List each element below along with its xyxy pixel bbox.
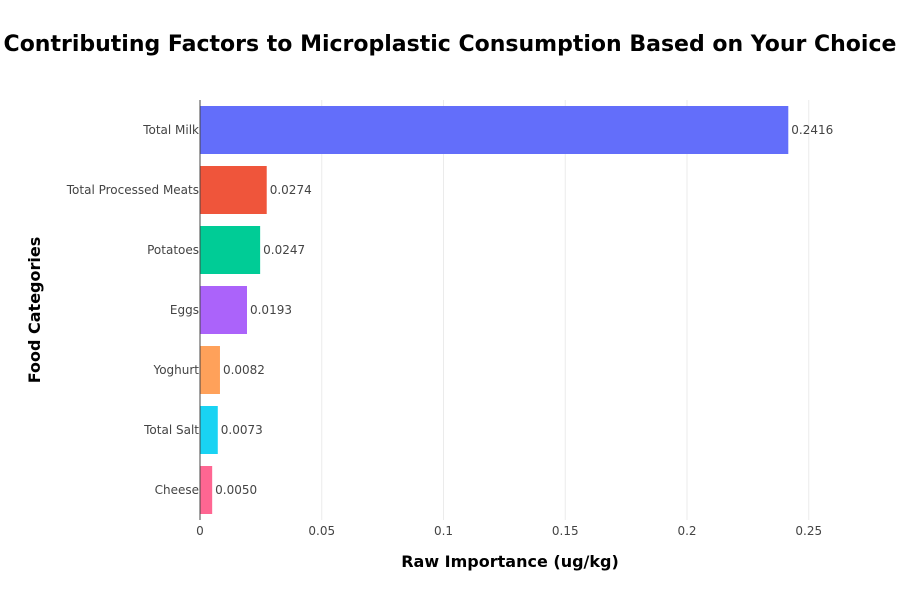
- data-labels: 0.2416 0.0274 0.0247 0.0193 0.0082 0.0073 0.00…: [215, 123, 833, 497]
- bar-value-label: 0.0050: [215, 483, 257, 497]
- x-tick-label: 0.15: [552, 524, 579, 538]
- category-label: Yoghurt: [152, 363, 199, 377]
- bar-value-label: 0.0082: [223, 363, 265, 377]
- bar: [200, 166, 267, 214]
- bar: [200, 346, 220, 394]
- x-tick-label: 0.2: [677, 524, 696, 538]
- category-label: Total Processed Meats: [66, 183, 199, 197]
- x-tick-label: 0.1: [434, 524, 453, 538]
- category-label: Potatoes: [147, 243, 199, 257]
- category-label: Total Milk: [142, 123, 199, 137]
- bar-value-label: 0.2416: [791, 123, 833, 137]
- y-axis-title: Food Categories: [25, 237, 44, 384]
- category-label: Cheese: [155, 483, 199, 497]
- bar-value-label: 0.0274: [270, 183, 312, 197]
- x-tick-label: 0.05: [308, 524, 335, 538]
- bar: [200, 106, 789, 154]
- category-label: Eggs: [170, 303, 199, 317]
- bars: [200, 106, 789, 514]
- x-axis-title: Raw Importance (ug/kg): [401, 552, 619, 571]
- bar: [200, 466, 213, 514]
- category-label: Total Salt: [143, 423, 199, 437]
- gridlines: [321, 100, 810, 520]
- bar: [200, 286, 247, 334]
- chart-title: Contributing Factors to Microplastic Con…: [4, 32, 897, 57]
- bar: [200, 226, 261, 274]
- x-tick-labels: 0 0.05 0.1 0.15 0.2 0.25: [196, 524, 822, 538]
- category-labels: Total Milk Total Processed Meats Potatoes E…: [66, 123, 200, 497]
- bar-value-label: 0.0193: [250, 303, 292, 317]
- bar-value-label: 0.0073: [221, 423, 263, 437]
- x-tick-label: 0: [196, 524, 204, 538]
- bar-value-label: 0.0247: [263, 243, 305, 257]
- bar: [200, 406, 218, 454]
- x-tick-label: 0.25: [795, 524, 822, 538]
